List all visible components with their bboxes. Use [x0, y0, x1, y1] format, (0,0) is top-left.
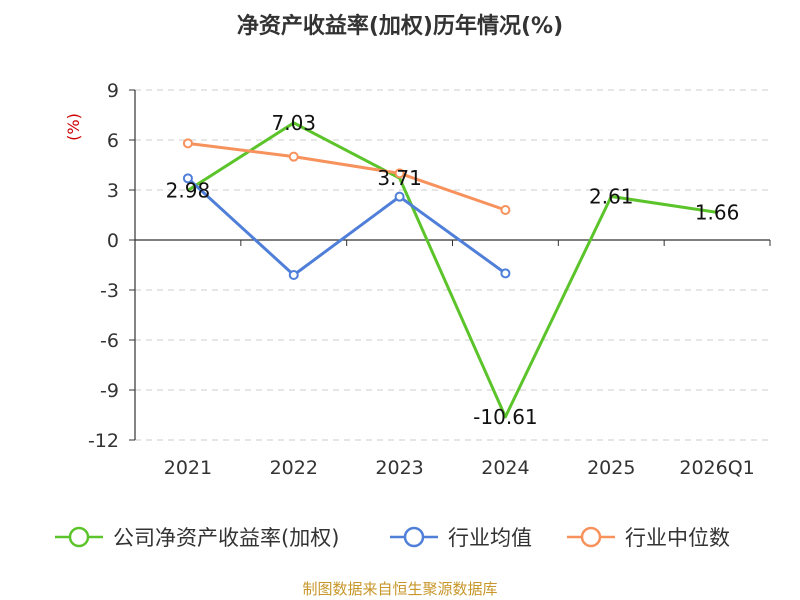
series-line-3	[187, 141, 506, 212]
series-point	[182, 138, 193, 149]
series-lines	[182, 121, 718, 419]
data-label: -10.61	[473, 405, 537, 429]
axes: 9 6 3 0 -3 -6 -9 -12 2021 2022 2023 2024 2025 2026Q1	[88, 80, 771, 479]
x-tick-label: 2023	[375, 457, 423, 479]
legend-item-3: 行业中位数	[567, 526, 730, 550]
y-tick-label: 0	[107, 230, 119, 252]
legend-label: 行业中位数	[625, 526, 730, 550]
series-point	[394, 191, 405, 202]
chart-title: 净资产收益率(加权)历年情况(%)	[237, 13, 563, 39]
y-tick-label: 6	[107, 130, 119, 152]
x-tick-label: 2021	[164, 457, 212, 479]
legend: 公司净资产收益率(加权) 行业均值 行业中位数	[55, 526, 730, 550]
x-tick-label: 2026Q1	[679, 457, 754, 479]
legend-marker	[403, 526, 425, 548]
series-point	[500, 268, 511, 279]
data-label: 7.03	[271, 111, 316, 135]
legend-label: 公司净资产收益率(加权)	[113, 526, 339, 550]
legend-item-1: 公司净资产收益率(加权)	[55, 526, 339, 550]
series-point	[500, 205, 511, 215]
y-tick-label: -3	[100, 280, 119, 302]
y-tick-label: 9	[107, 80, 119, 102]
y-tick-label: -6	[100, 330, 119, 352]
data-label: 1.66	[695, 200, 740, 224]
y-tick-label: 3	[107, 180, 119, 202]
data-label: 2.61	[589, 185, 634, 209]
legend-marker	[68, 526, 90, 548]
series-point	[288, 270, 299, 280]
x-tick-label: 2022	[270, 457, 318, 479]
series-point	[394, 168, 405, 179]
legend-label: 行业均值	[448, 526, 532, 550]
x-tick-label: 2024	[481, 457, 529, 479]
series-line-2	[186, 177, 507, 277]
x-tick-label: 2025	[587, 457, 635, 479]
grid-lines	[135, 89, 770, 441]
data-label: 3.71	[377, 166, 422, 190]
data-label: 2.98	[166, 178, 211, 202]
y-axis-label: (%)	[64, 113, 83, 141]
series-line-1	[187, 121, 718, 419]
data-labels: 2.98 7.03 3.71 -10.61 2.61 1.66	[166, 111, 740, 429]
y-tick-label: -9	[100, 380, 119, 402]
legend-marker	[580, 526, 602, 548]
y-tick-label: -12	[88, 430, 119, 452]
series-point	[182, 173, 193, 184]
series-point	[288, 151, 299, 162]
source-note: 制图数据来自恒生聚源数据库	[302, 580, 497, 598]
legend-item-2: 行业均值	[390, 526, 532, 550]
